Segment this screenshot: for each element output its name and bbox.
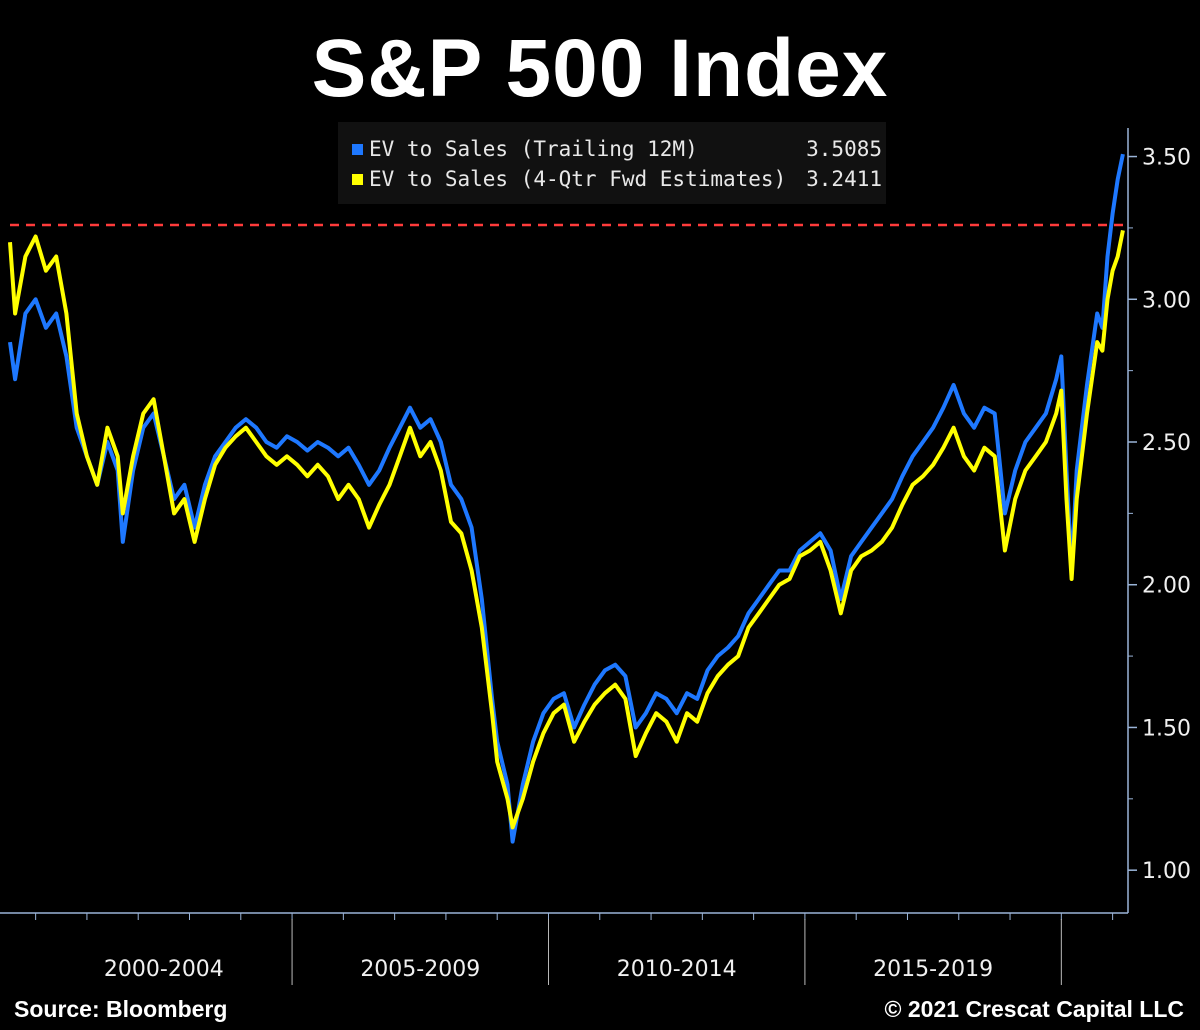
legend-item-forward: EV to Sales (4-Qtr Fwd Estimates) 3.2411 <box>352 164 882 194</box>
series-lines <box>8 153 1125 844</box>
axes: 1.00 1.50 2.00 2.50 3.00 3.50 2000-2004 2005-20… <box>0 128 1191 985</box>
copyright-label: © 2021 Crescat Capital LLC <box>884 996 1184 1022</box>
legend-label-trailing: EV to Sales (Trailing 12M) <box>369 137 698 161</box>
x-period-label: 2015-2019 <box>873 957 993 982</box>
legend-value-trailing: 3.5085 <box>806 137 882 161</box>
y-tick-label: 3.50 <box>1142 146 1191 171</box>
y-tick-label: 1.00 <box>1142 859 1191 884</box>
y-tick-label: 2.50 <box>1142 431 1191 456</box>
series-line-forward <box>8 230 1125 830</box>
source-label: Source: Bloomberg <box>14 996 228 1022</box>
legend-label-forward: EV to Sales (4-Qtr Fwd Estimates) <box>369 167 787 191</box>
legend-swatch-forward <box>352 173 363 185</box>
legend-value-forward: 3.2411 <box>806 167 882 191</box>
x-period-label: 2005-2009 <box>360 957 480 982</box>
x-period-label: 2010-2014 <box>617 957 737 982</box>
chart-title: S&P 500 Index <box>311 23 889 114</box>
series-line-trailing <box>8 153 1125 844</box>
y-tick-label: 3.00 <box>1142 288 1191 313</box>
y-tick-label: 2.00 <box>1142 574 1191 599</box>
legend: EV to Sales (Trailing 12M) 3.5085 EV to … <box>338 122 886 204</box>
y-tick-label: 1.50 <box>1142 716 1191 741</box>
legend-item-trailing: EV to Sales (Trailing 12M) 3.5085 <box>352 134 882 164</box>
legend-swatch-trailing <box>352 143 363 155</box>
x-period-label: 2000-2004 <box>104 957 224 982</box>
